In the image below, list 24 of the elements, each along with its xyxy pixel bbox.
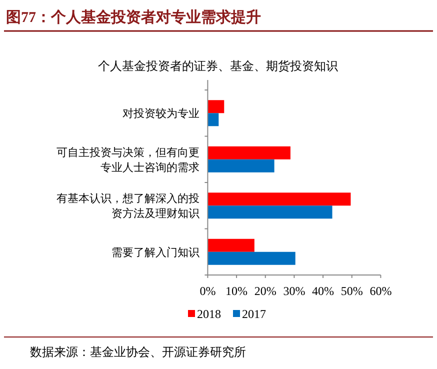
bar — [208, 100, 224, 114]
legend-label: 2018 — [197, 307, 221, 321]
source-note: 数据来源：基金业协会、开源证券研究所 — [30, 345, 246, 359]
y-tick-label: 可自主投资与决策，但有向更专业人士咨询的需求 — [56, 146, 200, 174]
y-tick-label: 对投资较为专业 — [122, 107, 200, 120]
bar — [208, 159, 274, 172]
x-tick-label: 30% — [283, 284, 306, 298]
x-tick-label: 40% — [312, 284, 334, 298]
chart-subtitle: 个人基金投资者的证券、基金、期货投资知识 — [98, 59, 338, 73]
x-tick-label: 50% — [340, 284, 363, 298]
x-tick-label: 60% — [370, 284, 392, 298]
bar — [208, 146, 290, 160]
x-tick-label: 20% — [254, 284, 276, 298]
bar — [208, 113, 219, 126]
bar — [208, 238, 254, 252]
bar — [208, 206, 332, 219]
chart-title: 图77：个人基金投资者对专业需求提升 — [6, 9, 261, 26]
x-tick-label: 10% — [226, 284, 248, 298]
y-tick-label: 有基本认识，想了解深入的投资方法及理财知识 — [56, 192, 200, 220]
bar — [208, 252, 296, 265]
legend-label: 2017 — [242, 307, 266, 321]
y-tick-label: 需要了解入门知识 — [112, 246, 200, 259]
x-tick-label: 0% — [200, 284, 216, 298]
bar — [208, 192, 351, 206]
